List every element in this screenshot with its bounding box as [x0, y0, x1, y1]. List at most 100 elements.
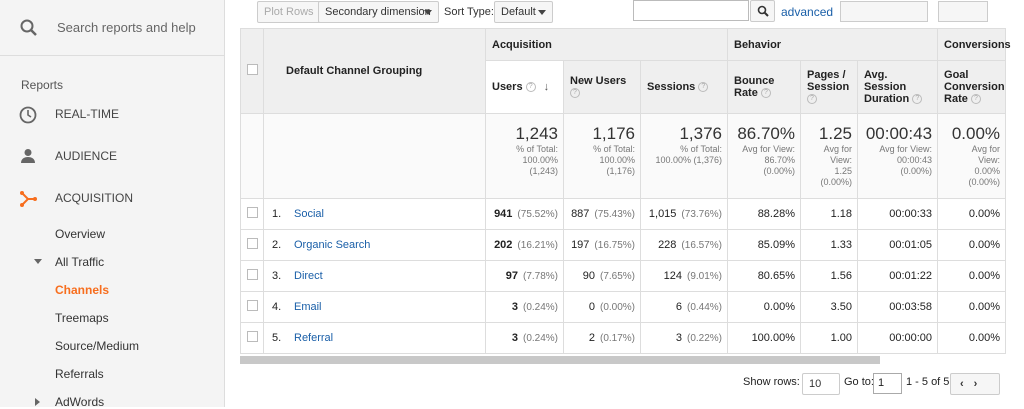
metric-cell: 0 (0.00%) — [563, 291, 641, 323]
total-value: 1,243 — [515, 124, 558, 143]
metric-percent: (0.22%) — [686, 333, 722, 344]
total-cell: 00:00:43 Avg for View: 00:00:43 (0.00%) — [856, 113, 939, 199]
search-button[interactable] — [750, 0, 775, 22]
secondary-dimension-select[interactable]: Secondary dimension — [318, 1, 439, 23]
metric-value: 88.28% — [757, 208, 795, 220]
view-buttons-2[interactable] — [938, 1, 988, 22]
metric-cell: 3 (0.22%) — [640, 322, 728, 354]
checkbox[interactable] — [247, 300, 258, 311]
column-name: New Users — [570, 75, 627, 87]
metric-percent: (16.75%) — [594, 240, 635, 251]
metric-cell: 228 (16.57%) — [640, 229, 728, 261]
metric-cell: 1.33 — [800, 229, 858, 261]
channel-link[interactable]: Social — [294, 208, 324, 220]
column-header[interactable]: Avg. Session Duration ? — [856, 60, 939, 114]
metric-cell: 0.00% — [727, 291, 801, 323]
channel-link[interactable]: Organic Search — [294, 239, 371, 251]
checkbox[interactable] — [247, 64, 258, 75]
sort-type-select[interactable]: Default — [494, 1, 553, 23]
column-name: Goal Conversion Rate — [944, 69, 1005, 105]
help-icon: ? — [760, 88, 771, 99]
show-rows-select[interactable]: 10 — [802, 373, 840, 395]
sub-nav-item[interactable]: Referrals — [55, 367, 104, 381]
table-search[interactable] — [633, 0, 749, 21]
metric-cell: 124 (9.01%) — [640, 260, 728, 292]
sub-nav-item[interactable]: Source/Medium — [55, 339, 140, 353]
total-note: 0.00% — [974, 166, 1001, 176]
checkbox[interactable] — [247, 238, 258, 249]
page-range: 1 - 5 of 5 — [906, 376, 950, 388]
sub-nav-item[interactable]: Treemaps — [55, 311, 109, 325]
column-header[interactable]: New Users ? — [563, 60, 641, 114]
column-header[interactable]: Sessions ? — [640, 60, 728, 114]
pager-buttons[interactable]: ‹› — [950, 373, 1000, 395]
goto-label: Go to: — [844, 376, 874, 388]
nav-item[interactable]: REAL-TIME — [55, 107, 120, 121]
total-cell: 1,176% of Total: 100.00% (1,176) — [563, 113, 641, 199]
total-cell: 86.70% Avg for View: 86.70% (0.00%) — [727, 113, 801, 199]
help-icon: ? — [807, 94, 817, 105]
metric-cell: 3 (0.24%) — [485, 322, 564, 354]
search-input[interactable]: Search reports and help — [57, 20, 196, 35]
metric-value: 228 — [658, 239, 677, 251]
metric-value: 0.00% — [968, 332, 1001, 344]
column-header[interactable]: Goal Conversion Rate ? — [937, 60, 1007, 114]
channel-link[interactable]: Email — [294, 301, 322, 313]
row-index: 3. — [272, 270, 282, 282]
plot-rows-button[interactable]: Plot Rows — [257, 1, 321, 23]
metric-value: 00:00:00 — [889, 332, 933, 344]
metric-cell: 941 (75.52%) — [485, 198, 564, 230]
scrollbar[interactable] — [240, 356, 880, 364]
sub-nav-item[interactable]: Overview — [55, 227, 106, 241]
total-note: Avg for — [971, 144, 1001, 154]
metric-percent: (0.24%) — [522, 302, 558, 313]
checkbox[interactable] — [247, 207, 258, 218]
metric-cell: 0.00% — [937, 260, 1007, 292]
sub-nav-item[interactable]: All Traffic — [55, 255, 105, 269]
goto-input[interactable]: 1 — [873, 373, 902, 394]
sort-type: Default — [501, 6, 536, 18]
nav-item[interactable]: ACQUISITION — [55, 191, 134, 205]
total-note: View: — [978, 155, 1001, 165]
show-rows-label: Show rows: — [743, 376, 800, 388]
metric-value: 0.00% — [968, 301, 1001, 313]
row-select — [240, 260, 264, 292]
total-cell: 0.00% Avg for View: 0.00% (0.00%) — [937, 113, 1007, 199]
metric-percent: (75.43%) — [594, 209, 635, 220]
dimension-cell: 4. Email — [263, 291, 486, 323]
metric-value: 90 — [582, 270, 595, 282]
metric-cell: 88.28% — [727, 198, 801, 230]
nav-item[interactable]: AUDIENCE — [55, 149, 118, 163]
metric-value: 1.56 — [830, 270, 852, 282]
total-note: (0.00%) — [820, 177, 852, 187]
column-name: Avg. Session Duration — [864, 69, 910, 105]
channel-link[interactable]: Direct — [294, 270, 323, 282]
advanced-link[interactable]: advanced — [781, 5, 834, 19]
sub-nav-item[interactable]: Channels — [55, 283, 110, 297]
row-select — [240, 291, 264, 323]
column-header[interactable]: Users ? ↓ — [485, 60, 564, 114]
checkbox[interactable] — [247, 331, 258, 342]
metric-value: 00:01:05 — [889, 239, 933, 251]
total-note: (1,243) — [529, 166, 558, 176]
metric-percent: (0.44%) — [686, 302, 722, 313]
metric-value: 80.65% — [757, 270, 795, 282]
sub-nav-item[interactable]: AdWords — [55, 395, 105, 409]
metric-cell: 0.00% — [937, 322, 1007, 354]
metric-cell: 00:03:58 — [856, 291, 939, 323]
column-header[interactable]: Pages / Session ? — [800, 60, 858, 114]
channel-link[interactable]: Referral — [294, 332, 334, 344]
checkbox[interactable] — [247, 269, 258, 280]
column-header[interactable]: Bounce Rate ? — [727, 60, 801, 114]
clock-icon — [19, 106, 37, 124]
metric-value: 197 — [571, 239, 590, 251]
total-cell: 1.25 Avg for View: 1.25 (0.00%) — [800, 113, 858, 199]
view-buttons[interactable] — [840, 1, 928, 22]
column-name: Sessions — [647, 81, 696, 93]
total-note: 100.00% (1,376) — [655, 155, 722, 165]
metric-percent: (7.78%) — [522, 271, 558, 282]
total-value: 1,176 — [592, 124, 635, 143]
column-name: Users — [492, 81, 523, 93]
metric-percent: (16.57%) — [681, 240, 722, 251]
